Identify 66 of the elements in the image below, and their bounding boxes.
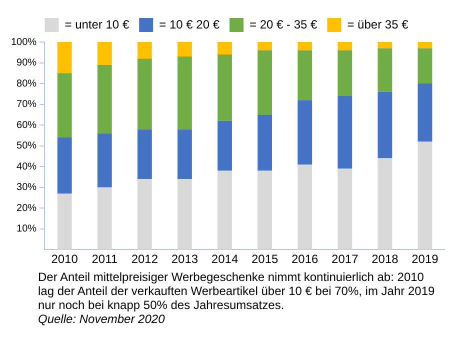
bar bbox=[298, 42, 312, 50]
bar bbox=[218, 54, 232, 121]
y-tick-label: 90% bbox=[16, 58, 37, 69]
bar bbox=[258, 114, 272, 171]
bar bbox=[97, 64, 112, 134]
x-tick-label: 2011 bbox=[92, 252, 118, 266]
bar bbox=[97, 42, 112, 65]
bar bbox=[258, 170, 272, 250]
bar bbox=[378, 92, 392, 158]
x-tick-label: 2010 bbox=[51, 252, 78, 266]
x-tick-label: 2019 bbox=[412, 252, 439, 266]
x-tick-label: 2012 bbox=[131, 252, 158, 266]
x-tick-label: 2016 bbox=[292, 252, 319, 266]
bar bbox=[378, 48, 392, 92]
bar bbox=[218, 170, 232, 250]
bar bbox=[57, 42, 72, 74]
bar bbox=[178, 179, 192, 250]
x-tick-label: 2017 bbox=[332, 252, 359, 266]
x-tick-label: 2013 bbox=[171, 252, 198, 266]
bar bbox=[258, 42, 272, 50]
y-tick-label: 60% bbox=[16, 120, 37, 131]
y-tick-label: 10% bbox=[16, 224, 37, 235]
x-tick-label: 2018 bbox=[372, 252, 399, 266]
bar bbox=[378, 158, 392, 250]
y-tick-label: 70% bbox=[16, 99, 37, 110]
text: Der Anteil mittelpreisiger Werbegeschenke nimmt kontinuierlich ab: 2010 lag der Anteil der verkauften Werbeartikel über 10 € bei 70%, im Jahr 2019 nur noch bei knapp 50% des Jahresumsatzes. bbox=[38, 270, 436, 312]
bar bbox=[298, 164, 312, 250]
bar bbox=[218, 42, 232, 54]
bar bbox=[338, 96, 352, 169]
legend-label: = über 35 € bbox=[347, 17, 409, 32]
bar bbox=[57, 73, 72, 138]
bar bbox=[57, 137, 72, 194]
bar bbox=[298, 50, 312, 100]
bar bbox=[218, 120, 232, 171]
bar bbox=[178, 129, 192, 180]
bar bbox=[338, 168, 352, 250]
y-tick-label: 30% bbox=[16, 182, 37, 194]
bar bbox=[137, 129, 152, 180]
bar bbox=[137, 58, 152, 130]
y-tick-label: 40% bbox=[16, 161, 37, 172]
legend-label: = 20 € - 35 € bbox=[250, 17, 318, 32]
bar bbox=[418, 142, 432, 250]
x-tick-label: 2015 bbox=[251, 252, 278, 266]
y-tick-label: 100% bbox=[11, 36, 37, 48]
bar bbox=[418, 48, 432, 84]
source-note: Quelle: November 2020 bbox=[38, 312, 166, 326]
bar bbox=[178, 56, 192, 130]
bar bbox=[97, 187, 112, 250]
bar bbox=[178, 42, 192, 57]
bar bbox=[298, 100, 312, 164]
bar bbox=[137, 179, 152, 250]
bar bbox=[338, 50, 352, 96]
bar bbox=[97, 133, 112, 188]
y-tick-label: 80% bbox=[16, 78, 37, 90]
bar bbox=[418, 42, 432, 48]
bar bbox=[418, 84, 432, 142]
bar bbox=[57, 194, 72, 250]
bar bbox=[378, 42, 392, 48]
bar bbox=[258, 50, 272, 115]
bar bbox=[338, 42, 352, 50]
x-tick-label: 2014 bbox=[211, 252, 238, 266]
bar bbox=[137, 42, 152, 59]
y-tick-label: 20% bbox=[16, 202, 37, 214]
legend-label: = 10 € 20 € bbox=[159, 17, 220, 32]
y-tick-label: 50% bbox=[16, 140, 37, 152]
legend-label: = unter 10 € bbox=[64, 17, 130, 32]
